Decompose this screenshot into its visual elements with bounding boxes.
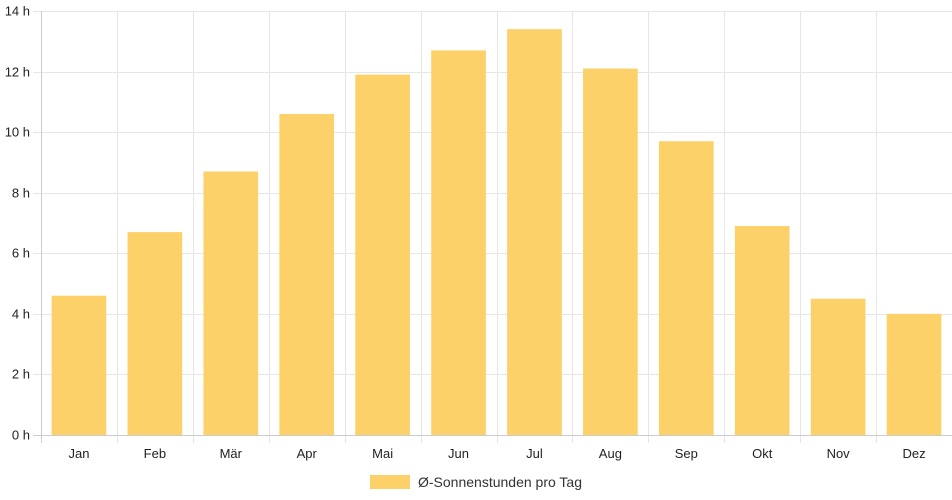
x-tick-label: Feb: [144, 446, 166, 461]
x-tick-label: Apr: [297, 446, 318, 461]
axes: [33, 11, 952, 443]
y-tick-label: 0 h: [12, 428, 30, 443]
bar-okt[interactable]: [734, 226, 790, 435]
bar-dez[interactable]: [886, 313, 942, 435]
y-tick-label: 10 h: [5, 125, 30, 140]
x-tick-label: Jul: [526, 446, 543, 461]
x-tick-label: Mai: [372, 446, 393, 461]
tick-labels: 0 h 2 h 4 h 6 h 8 h 10 h 12 h 14 h Jan Feb Mär Apr M…: [5, 4, 926, 462]
bar-nov[interactable]: [810, 298, 866, 435]
legend-label: Ø-Sonnenstunden pro Tag: [418, 474, 582, 490]
y-tick-label: 14 h: [5, 4, 30, 19]
y-tick-label: 8 h: [12, 186, 30, 201]
bar-jun[interactable]: [431, 50, 486, 435]
bar-apr[interactable]: [279, 113, 335, 435]
x-tick-label: Dez: [902, 446, 925, 461]
x-tick-label: Nov: [827, 446, 851, 461]
y-tick-label: 6 h: [12, 246, 30, 261]
x-tick-label: Jun: [448, 446, 469, 461]
bar-jan[interactable]: [51, 295, 107, 435]
x-tick-label: Sep: [675, 446, 698, 461]
y-tick-label: 4 h: [12, 307, 30, 322]
legend-item[interactable]: Ø-Sonnenstunden pro Tag: [370, 474, 582, 490]
bar-aug[interactable]: [583, 68, 638, 436]
bar-feb[interactable]: [127, 232, 183, 435]
bars: [51, 29, 942, 436]
x-tick-label: Jan: [68, 446, 89, 461]
sunshine-bar-chart: 0 h 2 h 4 h 6 h 8 h 10 h 12 h 14 h Jan Feb Mär Apr M…: [5, 4, 952, 462]
bar-sep[interactable]: [658, 141, 714, 435]
x-tick-label: Mär: [220, 446, 243, 461]
legend-swatch: [370, 475, 410, 489]
grid-lines: [33, 11, 952, 443]
bar-mai[interactable]: [355, 74, 410, 435]
bar-jul[interactable]: [507, 29, 562, 436]
x-tick-label: Okt: [752, 446, 773, 461]
x-tick-label: Aug: [599, 446, 622, 461]
legend: Ø-Sonnenstunden pro Tag: [0, 470, 952, 494]
y-tick-label: 2 h: [12, 367, 30, 382]
y-tick-label: 12 h: [5, 65, 30, 80]
bar-mär[interactable]: [203, 171, 259, 435]
